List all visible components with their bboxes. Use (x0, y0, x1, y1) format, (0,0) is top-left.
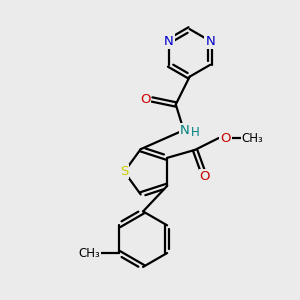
Text: H: H (191, 126, 200, 139)
Text: O: O (220, 131, 231, 145)
Text: N: N (205, 34, 215, 47)
Text: N: N (164, 34, 174, 47)
Text: CH₃: CH₃ (242, 131, 263, 145)
Text: S: S (120, 165, 128, 178)
Text: N: N (180, 124, 190, 137)
Text: O: O (140, 93, 150, 106)
Text: CH₃: CH₃ (78, 247, 100, 260)
Text: O: O (200, 170, 210, 183)
